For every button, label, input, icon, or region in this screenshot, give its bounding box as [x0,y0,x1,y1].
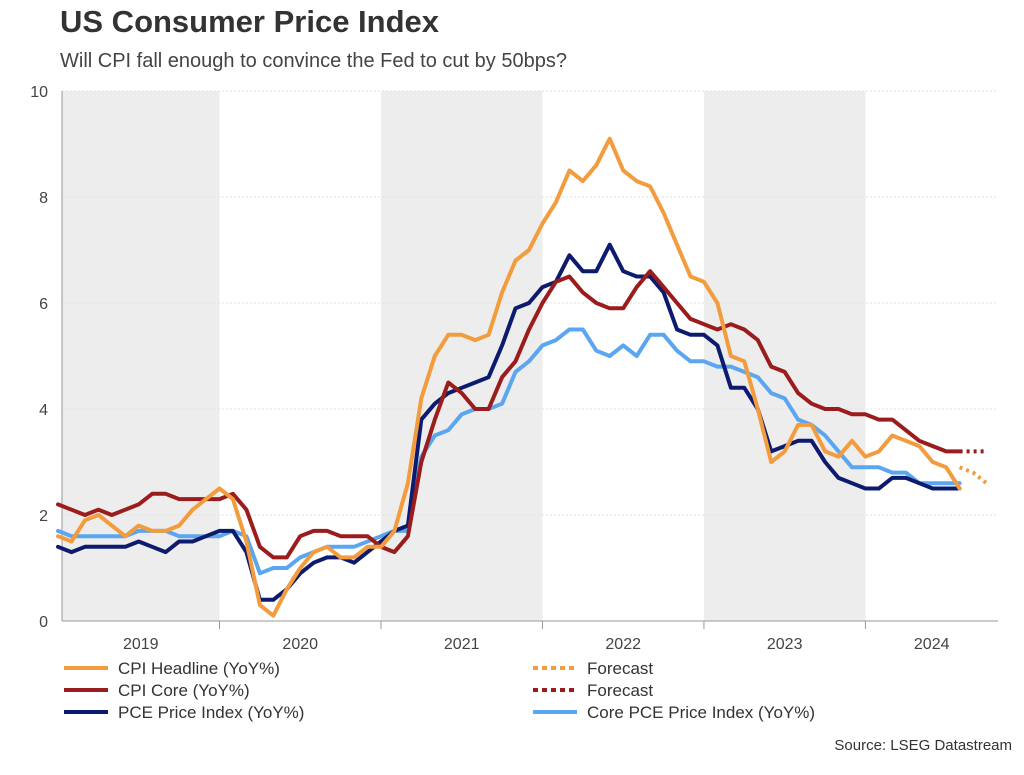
chart-subtitle: Will CPI fall enough to convince the Fed… [60,50,567,72]
legend-label: Forecast [587,681,653,700]
y-tick-label: 0 [39,614,48,631]
y-tick-label: 8 [39,190,48,207]
chart-title: US Consumer Price Index [60,4,440,39]
y-tick-label: 6 [39,296,48,313]
series-line-cpi-headline-yoy-0 [56,136,962,618]
x-tick-label: 2019 [123,636,159,653]
legend-label: Core PCE Price Index (YoY%) [587,703,815,722]
legend-label: CPI Core (YoY%) [118,681,250,700]
legend-label: CPI Headline (YoY%) [118,659,280,678]
x-tick-label: 2021 [444,636,480,653]
shaded-band-2023 [703,91,866,621]
x-tick-label: 2024 [914,636,950,653]
legend-label: PCE Price Index (YoY%) [118,703,304,722]
x-tick-label: 2020 [282,636,318,653]
series-line-forecast-1 [958,465,988,485]
y-tick-label: 10 [30,84,48,101]
source-note: Source: LSEG Datastream [834,737,1012,754]
x-tick-label: 2022 [605,636,641,653]
x-tick-label: 2023 [767,636,803,653]
y-tick-label: 4 [39,402,48,419]
series-line-pce-price-index-yoy-4 [56,242,962,602]
legend-label: Forecast [587,659,653,678]
y-tick-label: 2 [39,508,48,525]
